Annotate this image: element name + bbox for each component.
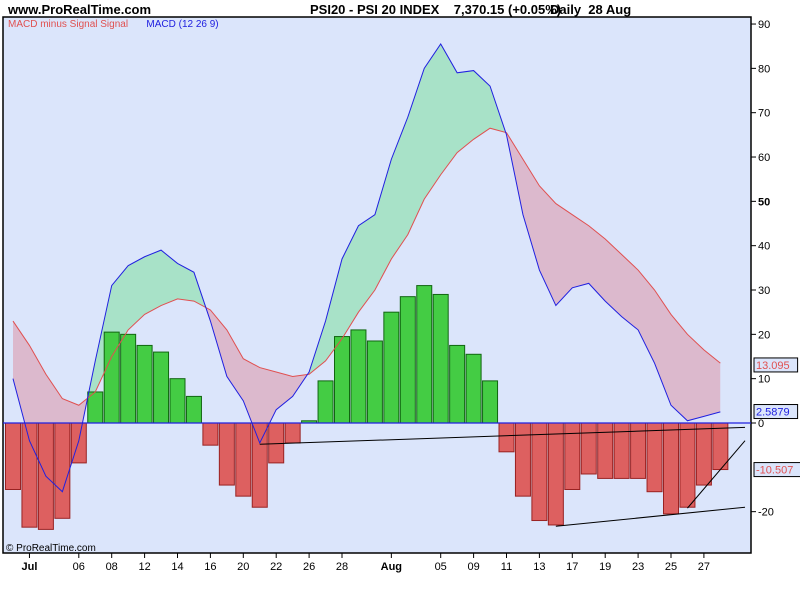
x-tick-label: 19 [599, 561, 611, 573]
histogram-bar [268, 422, 285, 464]
signal-line [12, 127, 721, 406]
histogram-bar [54, 422, 71, 519]
x-tick-label: 11 [501, 561, 512, 573]
copyright: © ProRealTime.com [6, 543, 96, 554]
x-tick-label: 16 [204, 561, 216, 573]
y-tick-label: 10 [758, 374, 770, 386]
histogram-bar [449, 344, 466, 424]
x-tick-label: 17 [566, 561, 578, 573]
x-tick-label: Jul [21, 561, 37, 573]
trendline [555, 506, 746, 527]
x-tick-label: 09 [467, 561, 479, 573]
y-tick-label: -20 [758, 507, 774, 519]
y-tick-label: 50 [758, 196, 770, 208]
x-tick-label: 06 [73, 561, 85, 573]
legend-entry: MACD (12 26 9) [146, 19, 218, 30]
histogram-bar [663, 422, 679, 515]
x-tick-label: 28 [336, 561, 348, 573]
trendline [687, 440, 746, 509]
histogram-bar [120, 333, 137, 424]
y-tick-label: 40 [758, 241, 770, 253]
last-value-badge [753, 404, 799, 420]
histogram-bar [202, 422, 219, 446]
histogram-bar [366, 340, 383, 424]
y-tick-label: 70 [758, 108, 770, 120]
histogram-bar [185, 395, 202, 424]
histogram-bar [284, 422, 301, 444]
x-tick-label: 22 [270, 561, 282, 573]
legend-entry: MACD minus Signal Signal [8, 19, 128, 30]
histogram-bar [399, 296, 416, 424]
y-tick-label: 20 [758, 329, 770, 341]
histogram-bar [580, 422, 597, 475]
histogram-bar [136, 344, 153, 424]
histogram-bar [350, 329, 367, 424]
histogram-bar [5, 422, 21, 490]
histogram-bar [695, 422, 712, 486]
fill-macd-above-signal [13, 43, 721, 406]
histogram-bar [103, 331, 120, 424]
last-value-label: -10.507 [756, 465, 793, 477]
x-tick-label: 26 [303, 561, 315, 573]
site-name: www.ProRealTime.com [8, 2, 152, 17]
trendline [259, 426, 746, 445]
histogram-bar [153, 351, 170, 424]
histogram-bar [498, 422, 515, 453]
histogram-bar [514, 422, 531, 497]
y-tick-label: 60 [758, 152, 770, 164]
histogram-bar [712, 422, 729, 471]
histogram-bar [679, 422, 696, 508]
last-value-badge [753, 357, 799, 373]
y-tick-label: 80 [758, 63, 770, 75]
x-tick-label: 23 [632, 561, 644, 573]
x-tick-label: 20 [237, 561, 249, 573]
histogram-bar [334, 336, 350, 424]
last-value-label: 13.095 [756, 360, 790, 372]
histogram-bar [251, 422, 268, 508]
x-tick-label: 27 [698, 561, 710, 573]
histogram-bar [21, 422, 38, 528]
histogram-bar [547, 422, 564, 526]
y-tick-label: 0 [758, 418, 764, 430]
instrument-title: PSI20 - PSI 20 INDEX 7,370.15 (+0.05%) [310, 2, 562, 17]
histogram-bar [597, 422, 614, 479]
macd-line [12, 43, 721, 493]
histogram-bar [218, 422, 235, 486]
histogram-bar [416, 285, 433, 424]
histogram-bar [465, 353, 482, 424]
y-tick-label: 30 [758, 285, 770, 297]
y-tick-label: 90 [758, 19, 770, 31]
x-tick-label: 14 [171, 561, 183, 573]
x-tick-label: Aug [381, 561, 402, 573]
histogram-bar [646, 422, 663, 493]
x-tick-label: 08 [106, 561, 118, 573]
histogram-bar [482, 380, 499, 424]
histogram-bar [383, 311, 400, 424]
last-value-badge [753, 462, 800, 478]
histogram-bar [235, 422, 252, 497]
x-tick-label: 05 [435, 561, 447, 573]
x-tick-label: 13 [533, 561, 545, 573]
histogram-bar [531, 422, 548, 522]
x-tick-label: 25 [665, 561, 677, 573]
period-label: Daily 28 Aug [550, 2, 632, 17]
x-tick-label: 12 [138, 561, 150, 573]
histogram-bar [317, 380, 334, 424]
histogram-bar [169, 378, 186, 424]
histogram-bar [432, 293, 449, 424]
last-value-label: 2.5879 [756, 407, 790, 419]
